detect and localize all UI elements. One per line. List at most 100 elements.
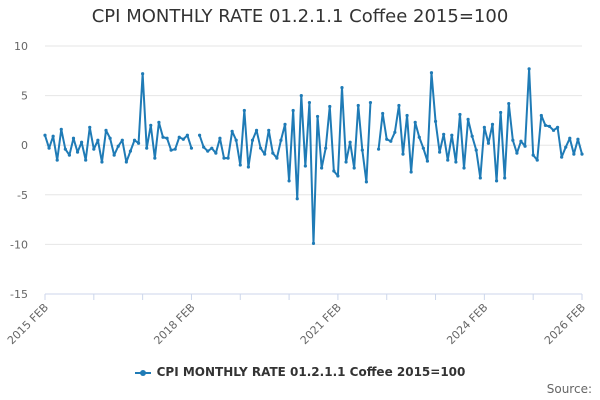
data-point[interactable] — [59, 127, 63, 131]
data-point[interactable] — [547, 124, 552, 128]
data-point[interactable] — [446, 158, 450, 162]
data-point[interactable] — [161, 135, 165, 139]
data-point[interactable] — [454, 160, 458, 164]
data-point[interactable] — [291, 108, 295, 113]
data-point[interactable] — [173, 147, 177, 151]
data-point[interactable] — [63, 147, 67, 151]
data-point[interactable] — [185, 133, 189, 137]
data-point[interactable] — [320, 166, 324, 170]
data-point[interactable] — [108, 136, 112, 140]
data-point[interactable] — [67, 153, 72, 157]
data-point[interactable] — [328, 104, 332, 109]
data-point[interactable] — [515, 151, 519, 155]
data-point[interactable] — [397, 103, 401, 108]
data-point[interactable] — [267, 128, 271, 132]
data-point[interactable] — [254, 128, 259, 132]
data-point[interactable] — [340, 86, 344, 90]
source-label[interactable]: Source: — [546, 382, 592, 396]
data-point[interactable] — [462, 166, 466, 170]
data-point[interactable] — [112, 153, 116, 157]
data-point[interactable] — [238, 163, 242, 167]
data-point[interactable] — [438, 150, 442, 154]
data-point[interactable] — [141, 72, 145, 76]
data-point[interactable] — [303, 164, 307, 168]
data-point[interactable] — [75, 150, 80, 154]
data-point[interactable] — [568, 136, 572, 140]
data-point[interactable] — [482, 125, 486, 129]
data-point[interactable] — [71, 136, 76, 140]
data-point[interactable] — [458, 112, 462, 117]
data-point[interactable] — [376, 147, 381, 151]
data-point[interactable] — [389, 139, 393, 143]
data-point[interactable] — [486, 141, 491, 145]
data-point[interactable] — [234, 138, 238, 142]
data-point[interactable] — [181, 137, 185, 141]
data-point[interactable] — [295, 197, 299, 201]
data-point[interactable] — [393, 130, 397, 134]
data-point[interactable] — [43, 133, 47, 137]
data-point[interactable] — [128, 149, 133, 153]
data-point[interactable] — [580, 152, 584, 156]
data-point[interactable] — [470, 134, 474, 138]
data-point[interactable] — [360, 148, 364, 152]
data-point[interactable] — [165, 136, 169, 140]
data-point[interactable] — [572, 152, 576, 156]
data-point[interactable] — [527, 67, 531, 71]
data-point[interactable] — [169, 148, 173, 152]
data-point[interactable] — [405, 113, 409, 118]
data-point[interactable] — [271, 151, 275, 155]
data-point[interactable] — [189, 146, 194, 150]
data-point[interactable] — [474, 148, 478, 152]
data-point[interactable] — [450, 133, 454, 137]
data-point[interactable] — [523, 144, 527, 148]
data-point[interactable] — [364, 180, 368, 184]
data-point[interactable] — [88, 125, 92, 129]
data-point[interactable] — [132, 138, 137, 142]
data-point[interactable] — [124, 160, 128, 164]
data-point[interactable] — [116, 144, 120, 148]
data-point[interactable] — [564, 145, 568, 149]
data-point[interactable] — [576, 137, 580, 141]
data-point[interactable] — [120, 138, 124, 142]
data-point[interactable] — [356, 103, 360, 108]
data-point[interactable] — [283, 122, 287, 126]
data-point[interactable] — [157, 120, 161, 124]
data-point[interactable] — [222, 156, 226, 160]
data-point[interactable] — [100, 160, 104, 164]
data-point[interactable] — [136, 141, 141, 145]
data-point[interactable] — [478, 176, 482, 180]
data-point[interactable] — [332, 169, 336, 173]
data-point[interactable] — [246, 165, 251, 169]
data-point[interactable] — [311, 241, 316, 246]
data-point[interactable] — [417, 135, 421, 139]
data-point[interactable] — [555, 125, 560, 129]
data-point[interactable] — [275, 156, 279, 160]
data-point[interactable] — [409, 170, 413, 174]
data-point[interactable] — [503, 176, 507, 180]
data-point[interactable] — [511, 138, 515, 142]
data-point[interactable] — [80, 140, 84, 144]
data-point[interactable] — [214, 151, 218, 155]
data-point[interactable] — [55, 158, 59, 162]
data-point[interactable] — [421, 146, 425, 150]
data-point[interactable] — [149, 123, 153, 127]
data-point[interactable] — [263, 152, 267, 156]
data-point[interactable] — [299, 94, 303, 98]
data-point[interactable] — [250, 138, 255, 142]
data-point[interactable] — [531, 153, 535, 157]
data-point[interactable] — [307, 100, 312, 105]
data-point[interactable] — [539, 113, 543, 118]
data-point[interactable] — [177, 135, 181, 139]
data-point[interactable] — [230, 129, 234, 133]
legend[interactable]: CPI MONTHLY RATE 01.2.1.1 Coffee 2015=10… — [0, 365, 600, 379]
data-point[interactable] — [92, 147, 96, 151]
data-point[interactable] — [507, 101, 511, 106]
data-point[interactable] — [324, 146, 328, 150]
data-point[interactable] — [287, 179, 291, 183]
data-point[interactable] — [96, 138, 100, 142]
data-point[interactable] — [51, 134, 55, 138]
data-point[interactable] — [47, 146, 51, 150]
data-point[interactable] — [348, 140, 352, 144]
data-point[interactable] — [259, 146, 263, 150]
data-point[interactable] — [413, 120, 417, 124]
